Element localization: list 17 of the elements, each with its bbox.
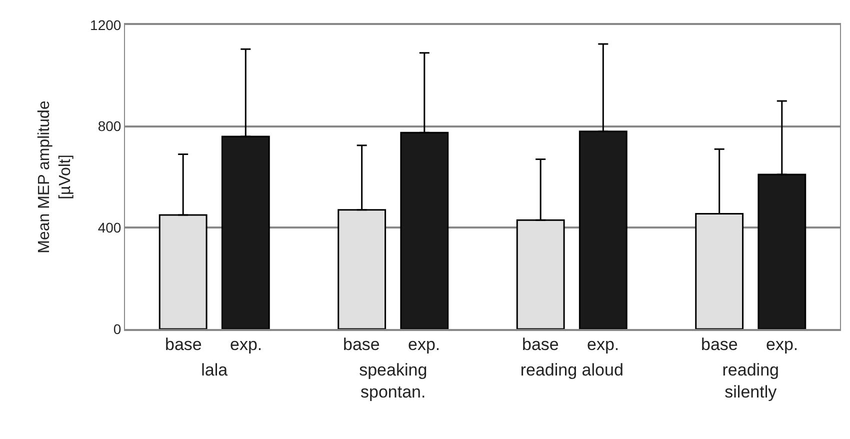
y-tick-label: 1200 — [90, 16, 122, 33]
x-tick-label: reading aloud — [520, 360, 624, 380]
series-label: exp. — [230, 335, 262, 354]
text: base — [701, 335, 738, 354]
y-tick-label: 800 — [98, 118, 122, 134]
y-tick-label: 0 — [113, 320, 122, 337]
text: base — [522, 335, 559, 354]
series-label: base — [165, 335, 202, 354]
text: exp. — [766, 335, 798, 354]
text: base — [343, 335, 380, 354]
text: exp. — [408, 335, 440, 354]
y-axis-title: Mean MEP amplitude [µVolt] — [36, 100, 74, 254]
x-tick-label: reading silently — [722, 360, 779, 402]
x-tick-label: lala — [201, 360, 228, 380]
text: exp. — [587, 335, 620, 354]
x-tick-label: speaking spontan. — [359, 360, 428, 402]
y-tick-label: 400 — [98, 220, 122, 236]
